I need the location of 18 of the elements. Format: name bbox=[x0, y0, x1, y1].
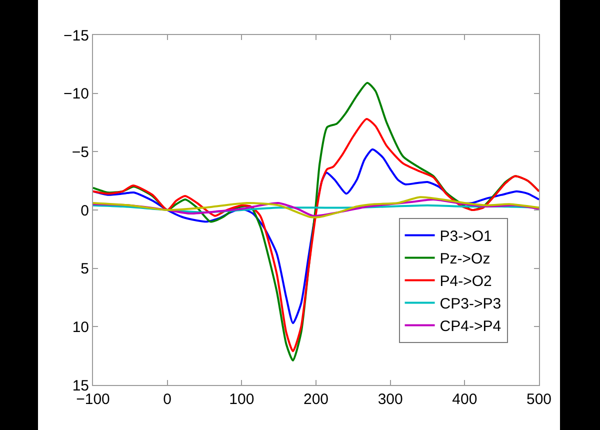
legend-label: P4->O2 bbox=[440, 273, 492, 290]
y-tick-label: 5 bbox=[80, 260, 89, 278]
y-tick-label: −15 bbox=[64, 27, 89, 44]
legend-label: CP3->P3 bbox=[440, 296, 502, 313]
legend-label: P3->O1 bbox=[440, 228, 492, 246]
y-tick-label: −5 bbox=[72, 144, 89, 161]
x-tick-label: 500 bbox=[526, 391, 552, 408]
x-tick-label: 400 bbox=[452, 391, 478, 408]
x-tick-label: 0 bbox=[163, 391, 172, 408]
y-tick-label: 10 bbox=[72, 318, 89, 336]
legend-label: Pz->Oz bbox=[440, 250, 490, 268]
y-tick-label: −10 bbox=[64, 86, 89, 103]
x-tick-label: 200 bbox=[303, 391, 329, 408]
line-series bbox=[93, 118, 539, 352]
y-tick-label: 0 bbox=[80, 202, 89, 220]
x-tick-label: 300 bbox=[378, 391, 403, 408]
x-tick-label: 100 bbox=[229, 391, 254, 408]
legend-label: CP4->P4 bbox=[440, 318, 502, 336]
